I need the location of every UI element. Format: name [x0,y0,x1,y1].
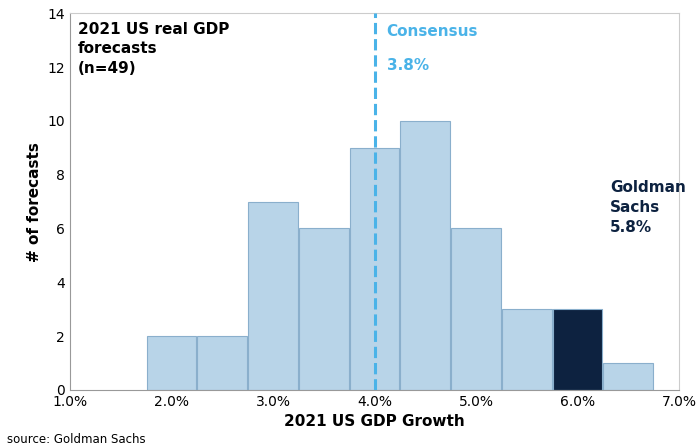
Bar [400,121,450,390]
Bar [552,309,603,390]
Bar [248,202,298,390]
Text: 2021 US real GDP
forecasts
(n=49): 2021 US real GDP forecasts (n=49) [78,22,230,76]
Y-axis label: # of forecasts: # of forecasts [27,142,42,262]
Text: Consensus: Consensus [386,24,478,39]
Bar [197,336,247,390]
Text: Goldman
Sachs
5.8%: Goldman Sachs 5.8% [610,180,686,235]
Text: 3.8%: 3.8% [386,58,429,73]
Text: source: Goldman Sachs: source: Goldman Sachs [7,433,146,446]
Bar [603,363,653,390]
Bar [502,309,552,390]
X-axis label: 2021 US GDP Growth: 2021 US GDP Growth [284,414,465,429]
Bar [451,228,501,390]
Bar [349,148,400,390]
Bar [146,336,197,390]
Bar [299,228,349,390]
